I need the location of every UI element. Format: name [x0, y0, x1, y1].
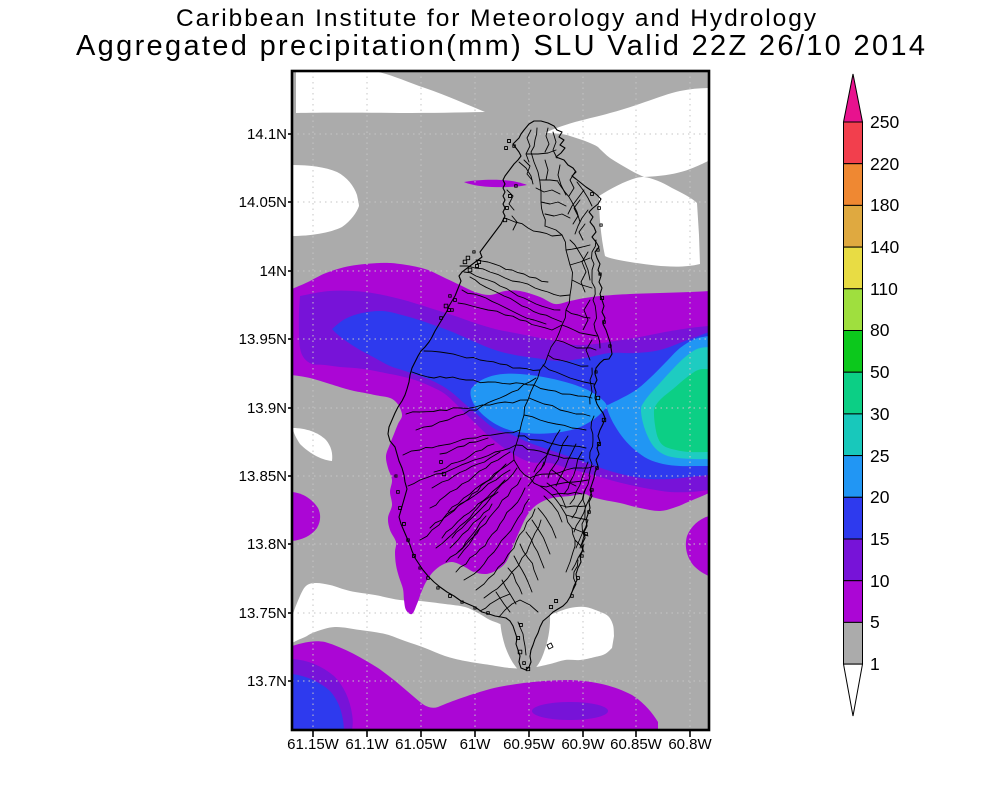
svg-text:13.9N: 13.9N [247, 400, 287, 417]
svg-text:80: 80 [870, 320, 890, 340]
svg-text:30: 30 [870, 404, 890, 424]
svg-text:61.15W: 61.15W [287, 736, 340, 753]
svg-text:5: 5 [870, 612, 880, 632]
svg-text:10: 10 [870, 571, 890, 591]
svg-text:60.85W: 60.85W [610, 736, 663, 753]
svg-text:140: 140 [870, 237, 899, 257]
svg-text:14.05N: 14.05N [239, 194, 287, 211]
svg-text:13.7N: 13.7N [247, 673, 287, 690]
svg-text:61W: 61W [460, 736, 492, 753]
svg-text:Aggregated precipitation(mm) S: Aggregated precipitation(mm) SLU Valid 2… [76, 30, 925, 62]
svg-text:14.1N: 14.1N [247, 126, 287, 143]
svg-text:20: 20 [870, 487, 890, 507]
svg-text:25: 25 [870, 446, 889, 466]
svg-text:15: 15 [870, 529, 889, 549]
svg-text:60.9W: 60.9W [561, 736, 605, 753]
svg-text:220: 220 [870, 154, 899, 174]
svg-text:Caribbean Institute for Meteor: Caribbean Institute for Meteorology and … [176, 5, 817, 32]
svg-text:13.8N: 13.8N [247, 536, 287, 553]
svg-text:50: 50 [870, 362, 890, 382]
svg-text:13.75N: 13.75N [239, 605, 287, 622]
svg-text:13.85N: 13.85N [239, 468, 287, 485]
svg-text:13.95N: 13.95N [239, 331, 287, 348]
svg-text:61.1W: 61.1W [345, 736, 389, 753]
svg-text:60.95W: 60.95W [503, 736, 556, 753]
svg-text:180: 180 [870, 195, 899, 215]
svg-text:14N: 14N [259, 263, 287, 280]
svg-text:1: 1 [870, 654, 880, 674]
svg-text:61.05W: 61.05W [395, 736, 448, 753]
svg-text:60.8W: 60.8W [668, 736, 712, 753]
svg-text:250: 250 [870, 112, 899, 132]
svg-text:110: 110 [870, 279, 898, 299]
